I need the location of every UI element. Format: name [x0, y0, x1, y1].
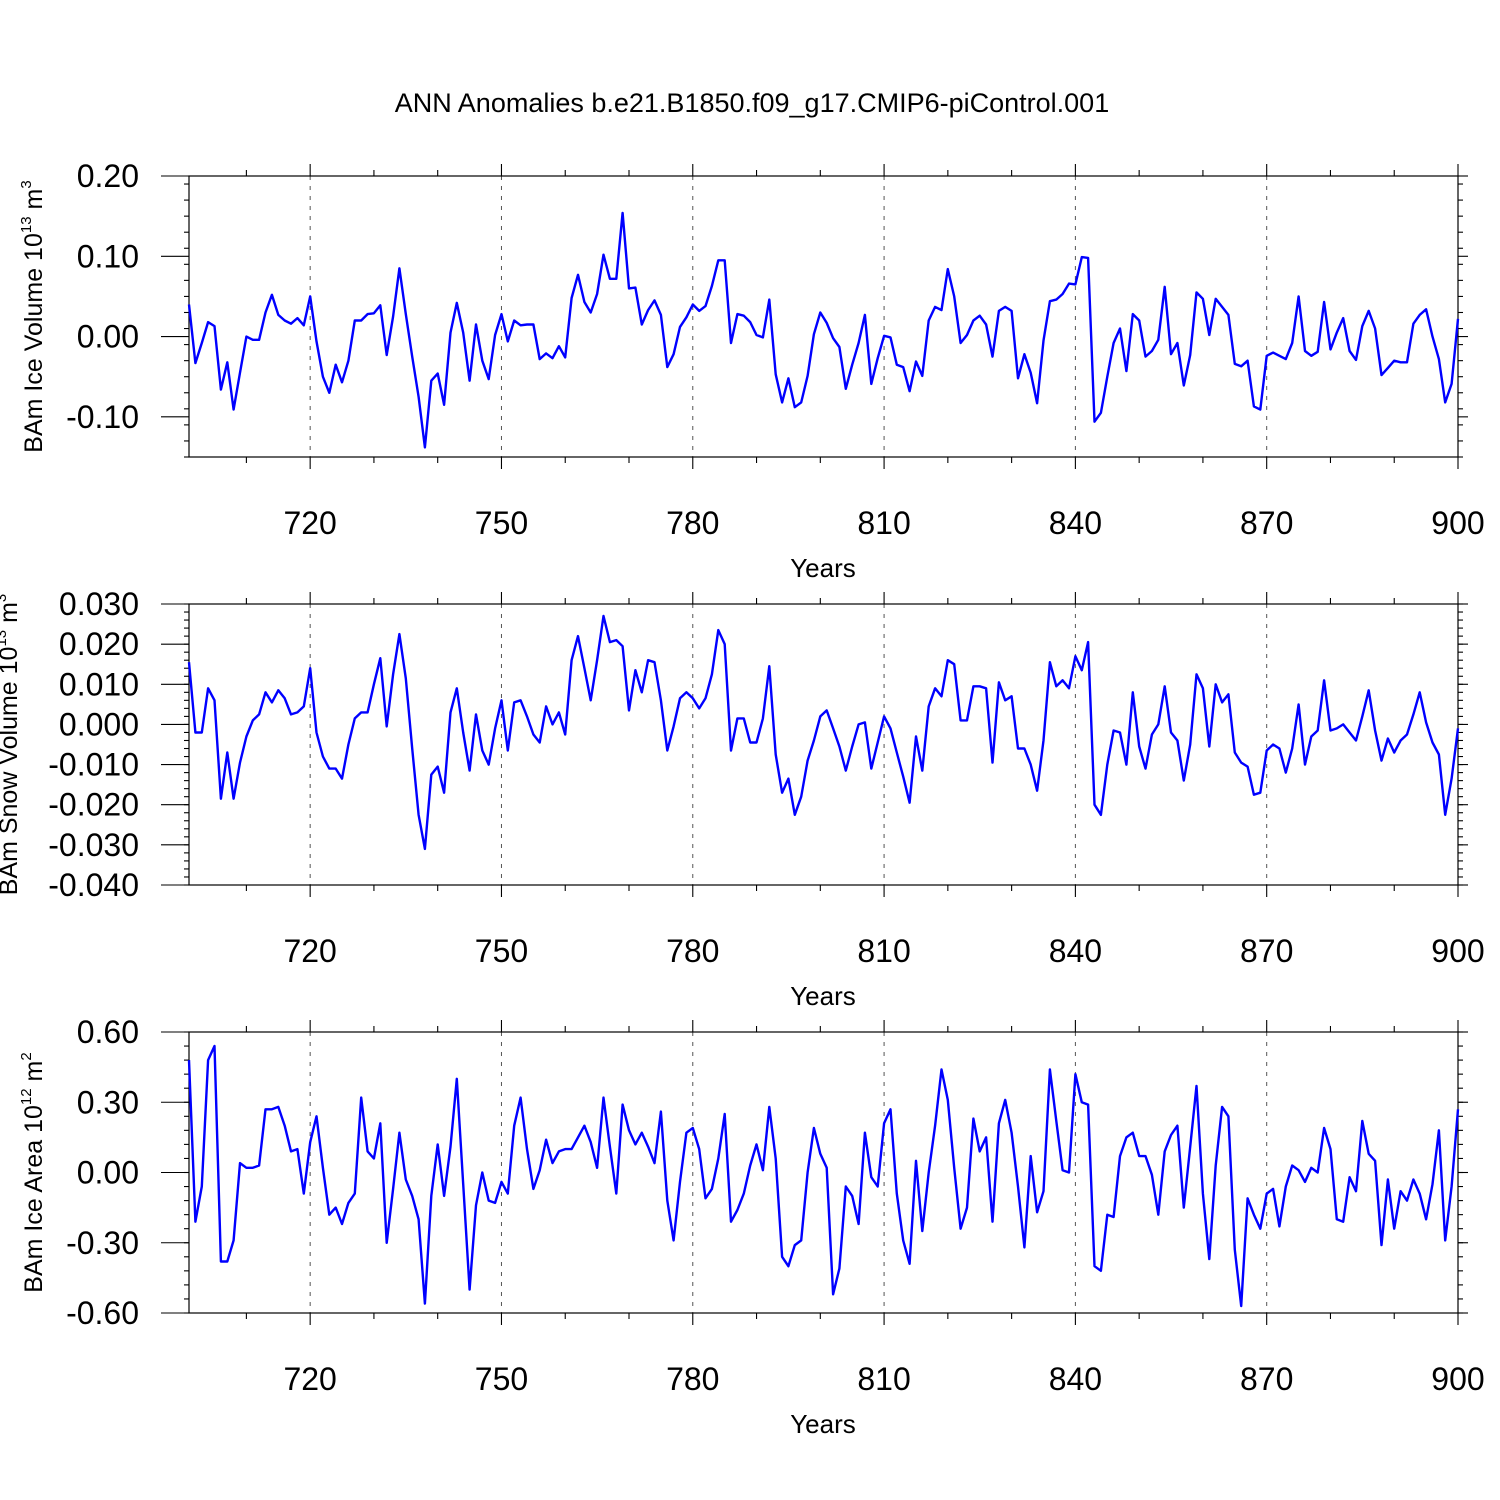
y-tick-label: -0.30 [66, 1225, 139, 1261]
x-tick-label: 750 [475, 933, 528, 969]
x-tick-label: 780 [666, 933, 719, 969]
x-tick-label: 900 [1431, 1361, 1484, 1397]
y-tick-label: -0.60 [66, 1295, 139, 1331]
plot-frame [188, 1031, 1459, 1314]
x-tick-label: 810 [857, 1361, 910, 1397]
panel-1: 0.20 0.10 0.00 -0.10 720 750 780 810 840 870 900 Ye… [18, 158, 1485, 583]
x-tick-label: 810 [857, 933, 910, 969]
x-tick-label: 720 [283, 505, 336, 541]
x-tick-label: 840 [1049, 1361, 1102, 1397]
y-tick-label: 0.020 [59, 626, 139, 662]
x-tick-label: 750 [475, 1361, 528, 1397]
x-tick-label: 840 [1049, 505, 1102, 541]
y-tick-label: 0.00 [77, 319, 139, 355]
y-axis-label: BAm Ice Volume 1013 m3 [18, 180, 48, 452]
y-tick-label: -0.010 [48, 747, 139, 783]
y-tick-label: -0.040 [48, 867, 139, 903]
x-tick-label: 900 [1431, 505, 1484, 541]
series-line [187, 614, 1460, 851]
y-tick-label: 0.30 [77, 1084, 139, 1120]
plot-frame [188, 603, 1459, 886]
x-tick-label: 870 [1240, 1361, 1293, 1397]
x-axis-label: Years [790, 1409, 856, 1439]
y-tick-label: 0.010 [59, 666, 139, 702]
y-tick-label: -0.030 [48, 827, 139, 863]
x-tick-label: 810 [857, 505, 910, 541]
x-tick-label: 870 [1240, 505, 1293, 541]
x-tick-label: 870 [1240, 933, 1293, 969]
x-tick-label: 720 [283, 933, 336, 969]
y-tick-label: -0.020 [48, 787, 139, 823]
x-axis-label: Years [790, 553, 856, 583]
x-tick-label: 780 [666, 505, 719, 541]
y-tick-label: 0.60 [77, 1014, 139, 1050]
x-tick-label: 720 [283, 1361, 336, 1397]
panels: 0.20 0.10 0.00 -0.10 720 750 780 810 840 870 900 Ye… [0, 158, 1485, 1439]
y-axis-label: BAm Ice Area 1012 m2 [18, 1052, 48, 1292]
series-line [187, 211, 1460, 449]
figure-title: ANN Anomalies b.e21.B1850.f09_g17.CMIP6-… [395, 88, 1109, 118]
series-line [187, 1044, 1460, 1308]
y-axis-label: BAm Snow Volume 1013 m3 [0, 594, 23, 896]
y-tick-label: 0.10 [77, 238, 139, 274]
y-tick-label: 0.00 [77, 1155, 139, 1191]
panel-2: 0.030 0.020 0.010 0.000 -0.010 -0.020 -0.030 -0… [0, 586, 1485, 1011]
x-tick-label: 900 [1431, 933, 1484, 969]
y-tick-label: 0.030 [59, 586, 139, 622]
x-tick-label: 840 [1049, 933, 1102, 969]
plot-frame [188, 175, 1459, 458]
x-tick-label: 750 [475, 505, 528, 541]
panel-3: 0.60 0.30 0.00 -0.30 -0.60 720 750 780 810 840 870… [18, 1014, 1485, 1439]
y-tick-label: 0.000 [59, 706, 139, 742]
x-tick-label: 780 [666, 1361, 719, 1397]
x-axis-label: Years [790, 981, 856, 1011]
y-tick-label: 0.20 [77, 158, 139, 194]
y-tick-label: -0.10 [66, 399, 139, 435]
